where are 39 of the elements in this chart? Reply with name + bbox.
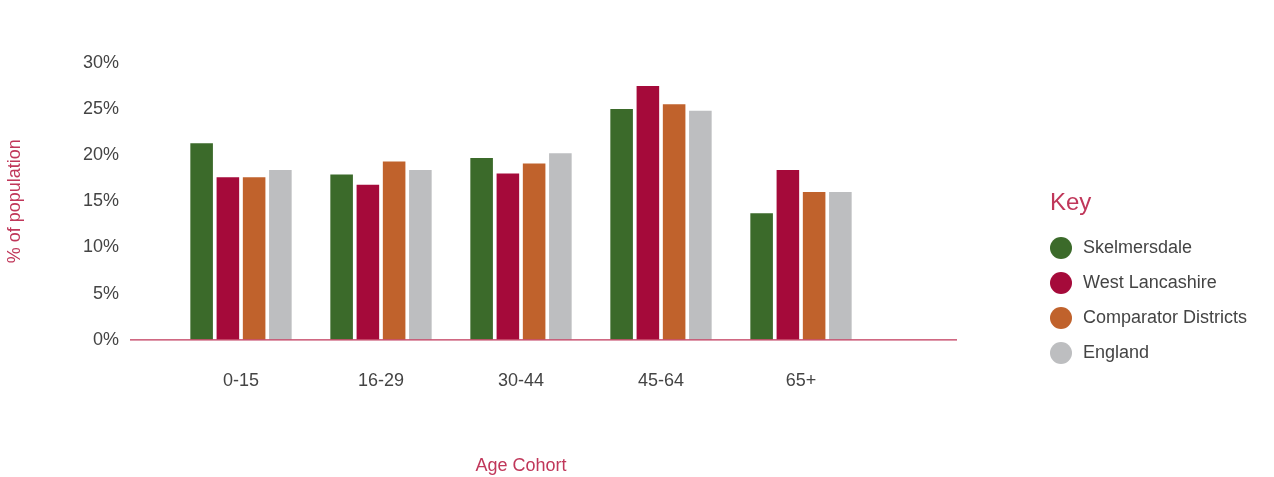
bar [802, 192, 826, 340]
bar [549, 153, 572, 340]
x-axis-title: Age Cohort [475, 455, 567, 476]
legend-title: Key [1050, 188, 1093, 216]
x-tick-label: 16-29 [357, 369, 405, 390]
bar [829, 192, 852, 340]
bar [356, 184, 380, 340]
bar [750, 213, 773, 340]
y-tick-label: 10% [82, 236, 119, 257]
x-tick-label: 30-44 [497, 369, 545, 390]
bar [216, 177, 240, 340]
x-tick-label: 45-64 [637, 369, 685, 390]
y-tick-label: 0% [92, 328, 119, 349]
bar [522, 163, 546, 340]
bar [470, 157, 493, 340]
y-axis-title: % of population [3, 139, 24, 264]
y-tick-label: 30% [82, 51, 119, 72]
x-tick-label: 65+ [785, 369, 817, 390]
bar [662, 104, 686, 340]
bar [496, 173, 520, 340]
bar [409, 169, 432, 340]
bar [190, 143, 213, 340]
bar [636, 85, 660, 340]
bar [776, 169, 800, 340]
y-tick-label: 15% [82, 190, 119, 211]
bar [610, 108, 633, 340]
x-tick-label: 0-15 [222, 369, 260, 390]
legend-label: Skelmersdale [1083, 237, 1193, 258]
legend-label: England [1083, 342, 1150, 363]
bar [269, 169, 292, 340]
legend-label: Comparator Districts [1083, 307, 1248, 328]
y-tick-label: 20% [82, 144, 119, 165]
bar [382, 161, 406, 340]
y-tick-label: 25% [82, 97, 119, 118]
y-tick-label: 5% [92, 282, 119, 303]
bar [242, 177, 266, 340]
bar [330, 174, 353, 340]
legend-label: West Lancashire [1083, 272, 1217, 293]
bar [689, 110, 712, 340]
